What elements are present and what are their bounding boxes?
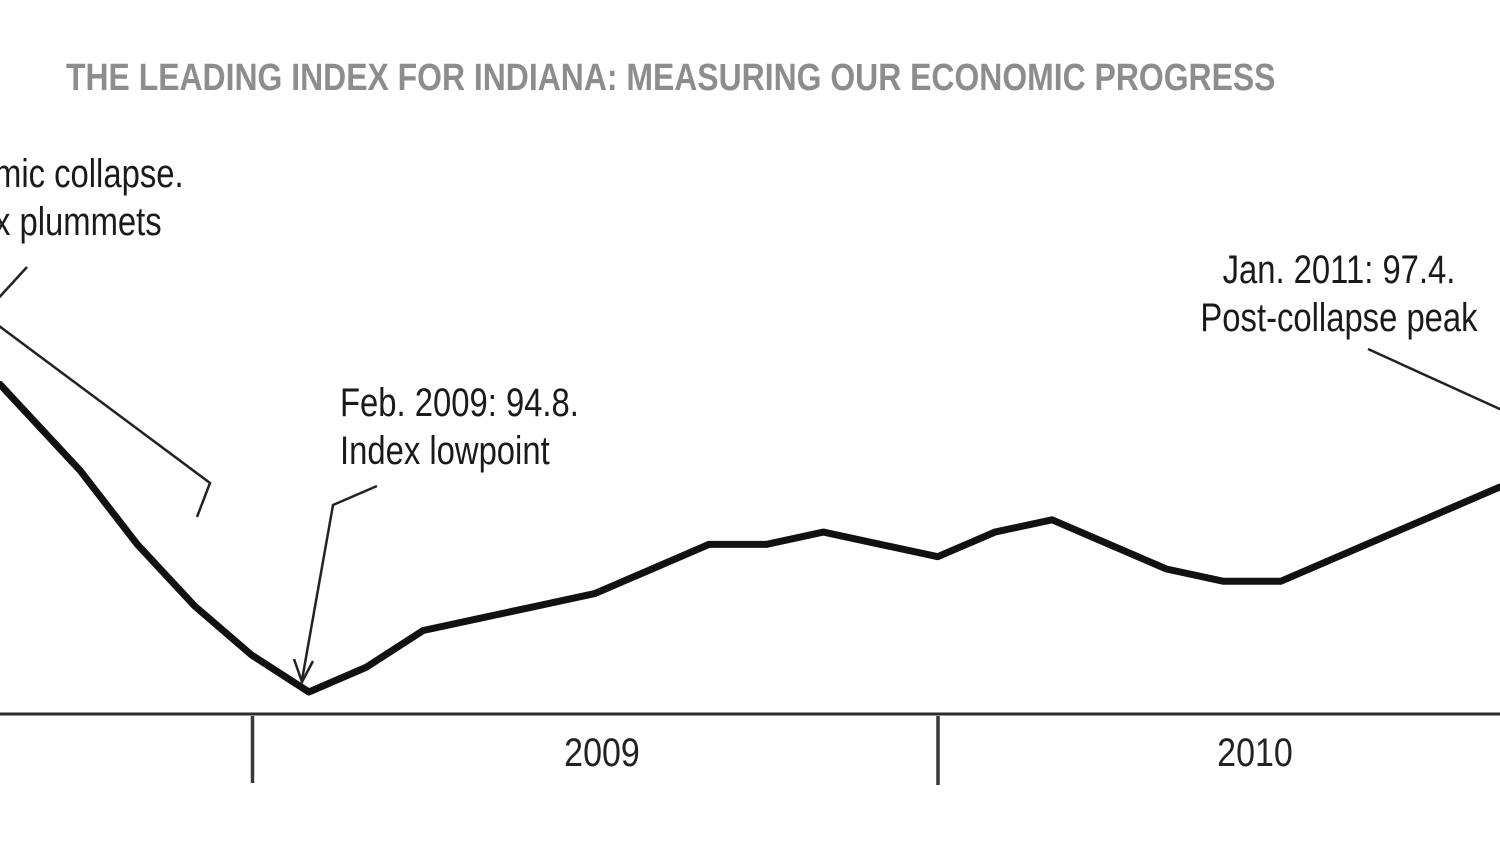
lowpoint-arrowhead-icon xyxy=(292,658,315,686)
annotation-peak-line2: Post-collapse peak xyxy=(1200,296,1478,340)
annotation-peak: Jan. 2011: 97.4. Post-collapse peak xyxy=(1170,246,1500,342)
x-axis-label-2010: 2010 xyxy=(1217,731,1293,775)
annotation-lowpoint-line1: Feb. 2009: 94.8. xyxy=(340,381,579,425)
annotation-collapse-line1: mic collapse. xyxy=(0,152,184,196)
lowpoint-arrow-shaft xyxy=(300,484,378,681)
index-line xyxy=(0,380,1500,696)
peak-leader-line xyxy=(1367,347,1500,411)
annotation-collapse: mic collapse. x plummets xyxy=(0,150,225,246)
annotation-collapse-line2: x plummets xyxy=(0,200,162,244)
collapse-leader-line xyxy=(0,325,212,518)
collapse-leader-upper-line xyxy=(0,266,28,299)
page-title: THE LEADING INDEX FOR INDIANA: MEASURING… xyxy=(66,57,1500,100)
annotation-lowpoint-line2: Index lowpoint xyxy=(340,429,550,473)
page-title-text: THE LEADING INDEX FOR INDIANA: MEASURING… xyxy=(66,57,1276,99)
annotation-lowpoint: Feb. 2009: 94.8. Index lowpoint xyxy=(340,379,631,475)
x-axis-label-2009: 2009 xyxy=(564,731,640,775)
annotation-peak-line1: Jan. 2011: 97.4. xyxy=(1222,248,1456,292)
